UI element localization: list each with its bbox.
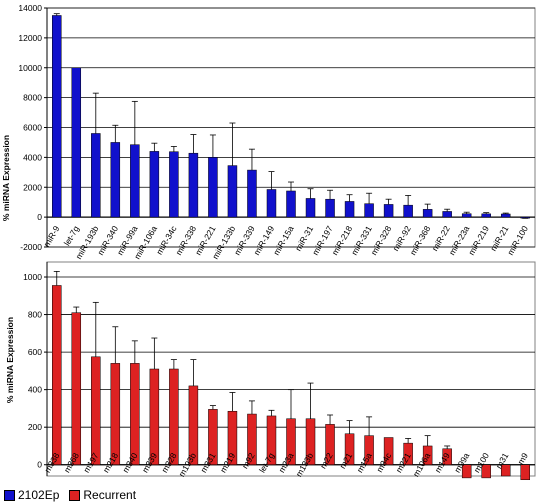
legend-label-recurrent: Recurrent [83, 488, 137, 502]
bar-mir-22 [442, 211, 452, 218]
y-axis-label: % miRNA Expression [5, 317, 15, 403]
y-axis-label: % miRNA Expression [1, 135, 11, 221]
bar-mir-21 [500, 213, 511, 218]
legend-item-2102ep: 2102Ep [4, 488, 59, 502]
bar-m368 [71, 312, 82, 465]
bar-m197 [91, 356, 101, 465]
bar-mir-193b [91, 133, 101, 218]
bar-mir-92 [403, 204, 413, 218]
bar-mir-31 [305, 198, 316, 218]
bar-m31 [500, 464, 511, 477]
y-tick-label: 8000 [23, 93, 42, 103]
bar-m218 [110, 363, 121, 465]
bar-m339 [149, 368, 160, 465]
legend: 2102Ep Recurrent [4, 487, 146, 503]
y-tick-label: 0 [37, 460, 42, 470]
y-tick-label: 10000 [18, 63, 42, 73]
bar-mir-328 [383, 204, 394, 218]
bar-mir-197 [325, 198, 335, 218]
bar-m9 [520, 464, 530, 481]
legend-swatch-2102ep [4, 489, 15, 501]
legend-swatch-recurrent [69, 489, 81, 501]
bar-m340 [130, 363, 140, 465]
bar-mir-106a [149, 151, 160, 218]
bar-mir-133b [227, 165, 238, 218]
bar-mir-219 [481, 213, 491, 218]
y-tick-label: 6000 [23, 123, 42, 133]
bar-mir-331 [364, 203, 374, 218]
y-tick-label: 4000 [23, 152, 42, 162]
bar-mir-9 [52, 15, 62, 218]
bar-m100 [481, 464, 491, 479]
bar-mir-99a [130, 144, 140, 218]
y-tick-label: 200 [28, 422, 42, 432]
bar-mir-338 [188, 152, 199, 218]
y-tick-label: 14000 [18, 3, 42, 13]
bar-mir-149 [266, 189, 277, 218]
y-tick-label: 400 [28, 385, 42, 395]
bar-m34c [383, 437, 394, 465]
legend-label-2102ep: 2102Ep [18, 488, 60, 502]
bar-mir-340 [110, 142, 121, 218]
bar-m99a [461, 464, 472, 479]
bar-m328 [169, 368, 179, 465]
chart-2102ep: -2000 0 2000 4000 6000 8000 10000 12000 14000 % m… [1, 3, 536, 261]
y-tick-label: 12000 [18, 33, 42, 43]
bar-mir-339 [247, 169, 257, 218]
bar-let-7g [71, 67, 82, 218]
bar-mir-34c [169, 151, 179, 218]
y-tick-label: 0 [37, 212, 42, 222]
bar-mir-23a [461, 213, 472, 218]
bar-mir-218 [344, 201, 355, 218]
bar-m338 [52, 285, 62, 465]
y-tick-label: 800 [28, 310, 42, 320]
legend-item-recurrent: Recurrent [69, 488, 136, 502]
y-tick-label: 600 [28, 347, 42, 357]
y-tick-label: 1000 [23, 272, 42, 282]
y-tick-label: -2000 [20, 242, 42, 252]
y-tick-label: 2000 [23, 182, 42, 192]
bar-mir-221 [208, 157, 218, 218]
bar-mir-15a [286, 190, 296, 218]
bar-mir-368 [422, 209, 433, 218]
